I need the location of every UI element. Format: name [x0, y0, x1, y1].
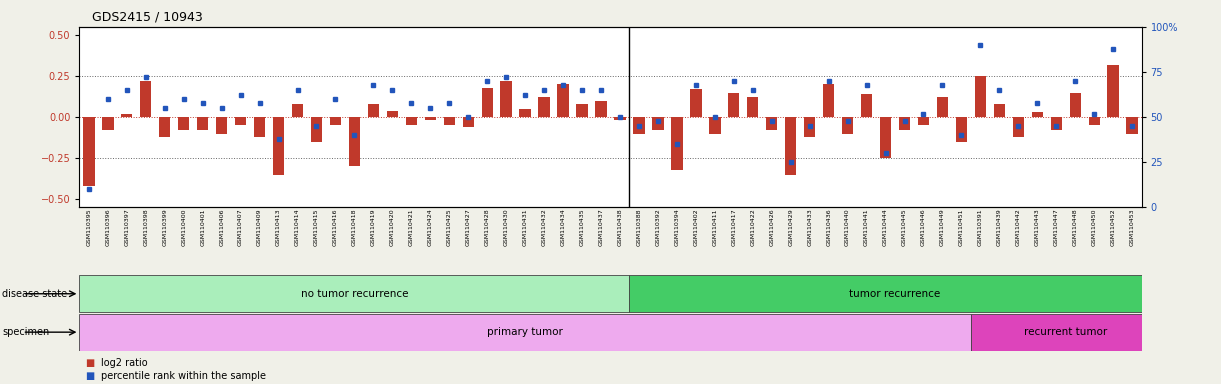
Bar [956, 117, 967, 142]
Bar [823, 84, 834, 117]
Text: log2 ratio: log2 ratio [101, 358, 148, 368]
Bar [690, 89, 702, 117]
Bar [918, 117, 929, 125]
Bar [880, 117, 891, 158]
Bar [971, 314, 1151, 351]
Bar [292, 104, 303, 117]
Bar [387, 111, 398, 117]
Bar [728, 93, 740, 117]
Bar [349, 117, 360, 166]
Bar [557, 84, 569, 117]
Bar [330, 117, 341, 125]
Bar [121, 114, 133, 117]
Bar [861, 94, 872, 117]
Bar [140, 81, 151, 117]
Text: specimen: specimen [2, 327, 50, 337]
Bar [178, 117, 189, 130]
Text: percentile rank within the sample: percentile rank within the sample [101, 371, 266, 381]
Bar [842, 117, 853, 134]
Bar [254, 117, 265, 137]
Bar [538, 98, 549, 117]
Bar [766, 117, 778, 130]
Bar [747, 98, 758, 117]
Bar [1070, 93, 1081, 117]
Bar [405, 117, 418, 125]
Bar [79, 314, 971, 351]
Bar [803, 117, 816, 137]
Bar [576, 104, 587, 117]
Bar [425, 117, 436, 121]
Bar [994, 104, 1005, 117]
Bar [785, 117, 796, 175]
Bar [501, 81, 512, 117]
Bar [1032, 112, 1043, 117]
Bar [463, 117, 474, 127]
Text: disease state: disease state [2, 289, 67, 299]
Text: no tumor recurrence: no tumor recurrence [300, 289, 408, 299]
Bar [1050, 117, 1062, 130]
Bar [481, 88, 493, 117]
Text: recurrent tumor: recurrent tumor [1024, 327, 1107, 337]
Bar [937, 98, 949, 117]
Text: ■: ■ [85, 371, 95, 381]
Bar [234, 117, 247, 125]
Bar [443, 117, 455, 125]
Bar [672, 117, 683, 170]
Bar [899, 117, 910, 130]
Text: GDS2415 / 10943: GDS2415 / 10943 [92, 10, 203, 23]
Text: primary tumor: primary tumor [487, 327, 563, 337]
Bar [596, 101, 607, 117]
Bar [368, 104, 379, 117]
Bar [83, 117, 94, 186]
Bar [1127, 117, 1138, 134]
Bar [709, 117, 720, 134]
Bar [974, 76, 987, 117]
Bar [652, 117, 664, 130]
Bar [103, 117, 114, 130]
Bar [272, 117, 284, 175]
Bar [79, 275, 630, 312]
Bar [1012, 117, 1024, 137]
Bar [159, 117, 171, 137]
Bar [216, 117, 227, 134]
Bar [1089, 117, 1100, 125]
Bar [634, 117, 645, 134]
Bar [630, 275, 1151, 312]
Bar [519, 109, 531, 117]
Bar [311, 117, 322, 142]
Bar [197, 117, 209, 130]
Bar [1107, 65, 1118, 117]
Bar [614, 117, 625, 121]
Text: ■: ■ [85, 358, 95, 368]
Text: tumor recurrence: tumor recurrence [850, 289, 940, 299]
